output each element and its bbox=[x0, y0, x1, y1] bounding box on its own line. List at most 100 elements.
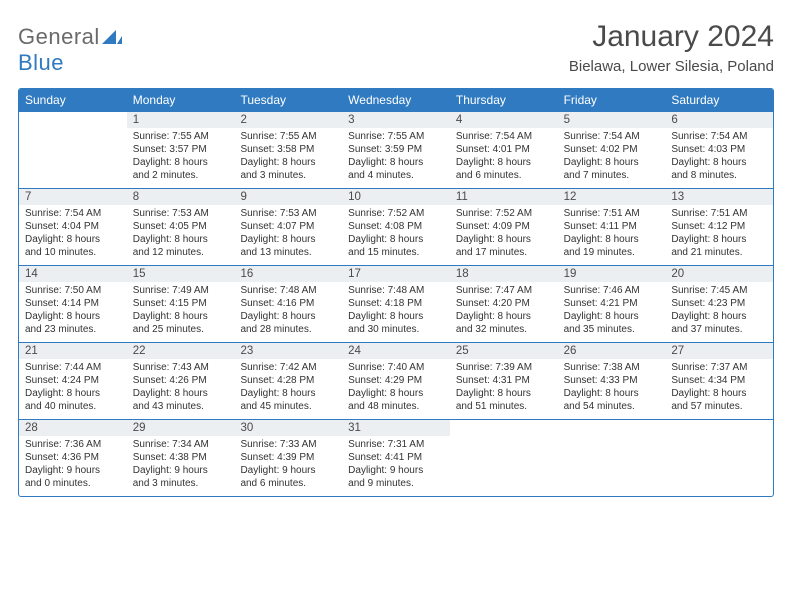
location: Bielawa, Lower Silesia, Poland bbox=[569, 58, 774, 75]
day-line: Sunrise: 7:34 AM bbox=[133, 438, 229, 451]
day-line: Sunset: 4:09 PM bbox=[456, 220, 552, 233]
day-body: Sunrise: 7:52 AMSunset: 4:08 PMDaylight:… bbox=[342, 205, 450, 265]
title-block: January 2024 Bielawa, Lower Silesia, Pol… bbox=[569, 20, 774, 75]
day-body: Sunrise: 7:48 AMSunset: 4:18 PMDaylight:… bbox=[342, 282, 450, 342]
day-line: Sunrise: 7:33 AM bbox=[240, 438, 336, 451]
day-body bbox=[558, 424, 666, 482]
day-cell: 2Sunrise: 7:55 AMSunset: 3:58 PMDaylight… bbox=[234, 112, 342, 188]
day-line: Sunrise: 7:44 AM bbox=[25, 361, 121, 374]
day-body: Sunrise: 7:53 AMSunset: 4:07 PMDaylight:… bbox=[234, 205, 342, 265]
week-row: 1Sunrise: 7:55 AMSunset: 3:57 PMDaylight… bbox=[19, 111, 773, 188]
day-line: Daylight: 8 hours bbox=[133, 156, 229, 169]
day-line: Sunrise: 7:48 AM bbox=[240, 284, 336, 297]
day-line: Daylight: 8 hours bbox=[456, 233, 552, 246]
day-body: Sunrise: 7:45 AMSunset: 4:23 PMDaylight:… bbox=[665, 282, 773, 342]
day-line: Sunset: 4:18 PM bbox=[348, 297, 444, 310]
day-cell: 3Sunrise: 7:55 AMSunset: 3:59 PMDaylight… bbox=[342, 112, 450, 188]
day-line: Sunset: 4:26 PM bbox=[133, 374, 229, 387]
day-line: Sunset: 4:31 PM bbox=[456, 374, 552, 387]
day-number: 7 bbox=[19, 189, 127, 205]
day-body: Sunrise: 7:53 AMSunset: 4:05 PMDaylight:… bbox=[127, 205, 235, 265]
day-body: Sunrise: 7:48 AMSunset: 4:16 PMDaylight:… bbox=[234, 282, 342, 342]
page-title: January 2024 bbox=[569, 20, 774, 54]
day-line: and 3 minutes. bbox=[240, 169, 336, 182]
day-number: 14 bbox=[19, 266, 127, 282]
day-line: Sunset: 4:29 PM bbox=[348, 374, 444, 387]
day-number: 1 bbox=[127, 112, 235, 128]
dow-mon: Monday bbox=[127, 89, 235, 111]
day-line: Daylight: 8 hours bbox=[671, 233, 767, 246]
day-line: Sunset: 3:59 PM bbox=[348, 143, 444, 156]
day-line: Sunrise: 7:39 AM bbox=[456, 361, 552, 374]
day-line: and 19 minutes. bbox=[564, 246, 660, 259]
day-body: Sunrise: 7:34 AMSunset: 4:38 PMDaylight:… bbox=[127, 436, 235, 496]
day-number: 31 bbox=[342, 420, 450, 436]
day-number: 17 bbox=[342, 266, 450, 282]
day-body: Sunrise: 7:44 AMSunset: 4:24 PMDaylight:… bbox=[19, 359, 127, 419]
day-line: Daylight: 8 hours bbox=[133, 233, 229, 246]
day-number: 22 bbox=[127, 343, 235, 359]
day-body: Sunrise: 7:37 AMSunset: 4:34 PMDaylight:… bbox=[665, 359, 773, 419]
day-body: Sunrise: 7:55 AMSunset: 3:57 PMDaylight:… bbox=[127, 128, 235, 188]
day-line: Sunset: 3:57 PM bbox=[133, 143, 229, 156]
logo-word1: General bbox=[18, 24, 100, 49]
day-number: 12 bbox=[558, 189, 666, 205]
day-body: Sunrise: 7:49 AMSunset: 4:15 PMDaylight:… bbox=[127, 282, 235, 342]
day-line: and 21 minutes. bbox=[671, 246, 767, 259]
day-line: and 25 minutes. bbox=[133, 323, 229, 336]
dow-fri: Friday bbox=[558, 89, 666, 111]
day-body: Sunrise: 7:47 AMSunset: 4:20 PMDaylight:… bbox=[450, 282, 558, 342]
dow-sun: Sunday bbox=[19, 89, 127, 111]
day-cell: 30Sunrise: 7:33 AMSunset: 4:39 PMDayligh… bbox=[234, 420, 342, 496]
day-number: 25 bbox=[450, 343, 558, 359]
day-cell: 29Sunrise: 7:34 AMSunset: 4:38 PMDayligh… bbox=[127, 420, 235, 496]
day-number: 29 bbox=[127, 420, 235, 436]
day-body: Sunrise: 7:38 AMSunset: 4:33 PMDaylight:… bbox=[558, 359, 666, 419]
day-line: Daylight: 8 hours bbox=[564, 233, 660, 246]
day-line: Sunset: 4:04 PM bbox=[25, 220, 121, 233]
day-line: Daylight: 8 hours bbox=[348, 156, 444, 169]
day-cell bbox=[19, 112, 127, 188]
day-line: Sunrise: 7:54 AM bbox=[671, 130, 767, 143]
day-line: Daylight: 8 hours bbox=[456, 156, 552, 169]
dow-row: Sunday Monday Tuesday Wednesday Thursday… bbox=[19, 89, 773, 111]
day-number: 6 bbox=[665, 112, 773, 128]
day-line: and 17 minutes. bbox=[456, 246, 552, 259]
day-line: Sunrise: 7:49 AM bbox=[133, 284, 229, 297]
day-number: 28 bbox=[19, 420, 127, 436]
day-line: Sunrise: 7:47 AM bbox=[456, 284, 552, 297]
day-number: 26 bbox=[558, 343, 666, 359]
day-cell: 20Sunrise: 7:45 AMSunset: 4:23 PMDayligh… bbox=[665, 266, 773, 342]
day-line: Daylight: 8 hours bbox=[456, 387, 552, 400]
day-number: 4 bbox=[450, 112, 558, 128]
day-line: Sunrise: 7:40 AM bbox=[348, 361, 444, 374]
day-line: Sunrise: 7:48 AM bbox=[348, 284, 444, 297]
day-line: Sunset: 4:11 PM bbox=[564, 220, 660, 233]
day-line: Daylight: 9 hours bbox=[348, 464, 444, 477]
day-cell: 10Sunrise: 7:52 AMSunset: 4:08 PMDayligh… bbox=[342, 189, 450, 265]
day-line: and 9 minutes. bbox=[348, 477, 444, 490]
day-body bbox=[19, 116, 127, 174]
day-cell: 5Sunrise: 7:54 AMSunset: 4:02 PMDaylight… bbox=[558, 112, 666, 188]
day-body: Sunrise: 7:54 AMSunset: 4:01 PMDaylight:… bbox=[450, 128, 558, 188]
day-number: 30 bbox=[234, 420, 342, 436]
day-number: 5 bbox=[558, 112, 666, 128]
day-cell: 15Sunrise: 7:49 AMSunset: 4:15 PMDayligh… bbox=[127, 266, 235, 342]
day-cell: 14Sunrise: 7:50 AMSunset: 4:14 PMDayligh… bbox=[19, 266, 127, 342]
day-line: Sunset: 4:12 PM bbox=[671, 220, 767, 233]
day-cell: 8Sunrise: 7:53 AMSunset: 4:05 PMDaylight… bbox=[127, 189, 235, 265]
day-cell bbox=[558, 420, 666, 496]
day-line: Daylight: 8 hours bbox=[133, 310, 229, 323]
day-line: Daylight: 8 hours bbox=[348, 310, 444, 323]
day-number: 16 bbox=[234, 266, 342, 282]
day-body: Sunrise: 7:36 AMSunset: 4:36 PMDaylight:… bbox=[19, 436, 127, 496]
day-number: 13 bbox=[665, 189, 773, 205]
day-line: Sunrise: 7:31 AM bbox=[348, 438, 444, 451]
day-body: Sunrise: 7:54 AMSunset: 4:02 PMDaylight:… bbox=[558, 128, 666, 188]
day-line: and 43 minutes. bbox=[133, 400, 229, 413]
day-cell: 26Sunrise: 7:38 AMSunset: 4:33 PMDayligh… bbox=[558, 343, 666, 419]
day-cell bbox=[450, 420, 558, 496]
day-line: Sunset: 4:24 PM bbox=[25, 374, 121, 387]
day-cell: 9Sunrise: 7:53 AMSunset: 4:07 PMDaylight… bbox=[234, 189, 342, 265]
day-line: and 6 minutes. bbox=[240, 477, 336, 490]
